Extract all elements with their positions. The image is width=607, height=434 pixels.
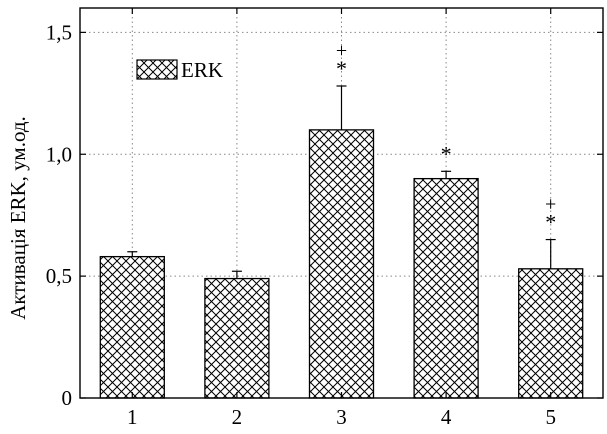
bar-1 xyxy=(99,255,165,399)
plot-frame xyxy=(79,7,604,399)
bar-2 xyxy=(204,277,270,399)
y-tick-label-2: 1,0 xyxy=(46,142,72,166)
y-tick-label-0: 0 xyxy=(62,386,73,410)
annotation-mark-5-1: + xyxy=(545,194,556,216)
x-tick-label-3: 3 xyxy=(336,405,347,429)
annotation-mark-4-0: * xyxy=(441,141,452,166)
x-tick-label-4: 4 xyxy=(441,405,452,429)
y-axis-label: Активація ERK, ум.од. xyxy=(6,116,30,320)
x-tick-label-5: 5 xyxy=(545,405,556,429)
axes: 1 2 3 4 5 0 0,5 1,0 1,5 xyxy=(46,7,604,429)
legend-label: ERK xyxy=(181,58,223,82)
bar-5 xyxy=(518,268,584,399)
bar-4 xyxy=(413,177,479,399)
x-tick-label-1: 1 xyxy=(127,405,138,429)
axis-labels: Активація ERK, ум.од. xyxy=(6,116,30,320)
annotation-mark-3-1: + xyxy=(336,40,347,62)
legend-swatch xyxy=(136,59,178,80)
bar-3 xyxy=(308,129,375,399)
annotation-mark-3-0: * xyxy=(336,56,347,81)
y-tick-label-3: 1,5 xyxy=(46,20,72,44)
bars: *+**+ xyxy=(99,40,584,399)
y-tick-label-1: 0,5 xyxy=(46,264,72,288)
legend: ERK xyxy=(136,58,223,82)
x-tick-label-2: 2 xyxy=(232,405,243,429)
annotation-mark-5-0: * xyxy=(545,210,556,235)
